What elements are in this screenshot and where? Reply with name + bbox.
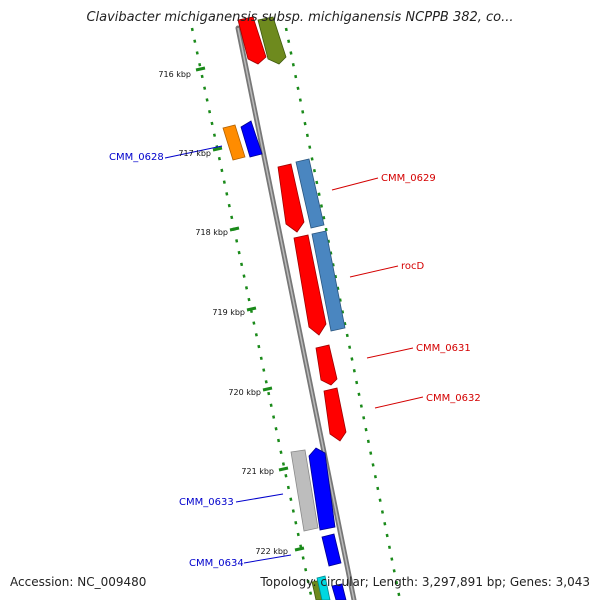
gene-arrow[interactable] xyxy=(295,158,325,229)
kbp-label: 718 kbp xyxy=(195,228,228,237)
gene-arrow[interactable] xyxy=(290,449,319,532)
gene-arrow[interactable] xyxy=(316,575,331,600)
kbp-label: 716 kbp xyxy=(158,70,191,79)
gene-label[interactable]: CMM_0634 xyxy=(189,558,244,569)
gene-features xyxy=(222,16,347,600)
gene-arrow[interactable] xyxy=(237,16,267,65)
gene-arrow[interactable] xyxy=(308,447,336,531)
gene-arrow[interactable] xyxy=(323,387,347,442)
gene-label[interactable]: CMM_0631 xyxy=(416,343,471,354)
gene-labels: CMM_0628 CMM_0629 rocD CMM_0631 CMM_0632… xyxy=(109,152,481,569)
kbp-label: 721 kbp xyxy=(241,467,274,476)
gene-label[interactable]: CMM_0628 xyxy=(109,152,164,163)
backbone xyxy=(235,25,357,600)
kbp-label: 717 kbp xyxy=(178,149,211,158)
inner-ruler xyxy=(190,27,314,600)
kbp-labels: 716 kbp 717 kbp 718 kbp 719 kbp 720 kbp … xyxy=(158,70,288,556)
accession-text: Accession: NC_009480 xyxy=(10,575,147,589)
gene-label[interactable]: CMM_0633 xyxy=(179,497,234,508)
map-title: Clavibacter michiganensis subsp. michiga… xyxy=(86,10,514,25)
outer-ruler xyxy=(284,27,402,600)
gene-arrow[interactable] xyxy=(331,583,347,600)
gene-arrow[interactable] xyxy=(293,234,327,336)
label-leaders xyxy=(164,145,424,564)
genome-summary-text: Topology: circular; Length: 3,297,891 bp… xyxy=(260,575,590,589)
gene-label[interactable]: CMM_0629 xyxy=(381,173,436,184)
gene-arrow[interactable] xyxy=(315,344,338,386)
gene-arrow[interactable] xyxy=(311,230,346,332)
gene-label[interactable]: CMM_0632 xyxy=(426,393,481,404)
gene-arrow[interactable] xyxy=(277,163,305,233)
kbp-label: 722 kbp xyxy=(255,547,288,556)
gene-arrow[interactable] xyxy=(321,533,342,567)
gene-arrow[interactable] xyxy=(257,16,287,65)
gene-label[interactable]: rocD xyxy=(401,261,425,272)
kbp-label: 719 kbp xyxy=(212,308,245,317)
gene-arrow[interactable] xyxy=(222,124,246,161)
kbp-label: 720 kbp xyxy=(228,388,261,397)
gene-arrow[interactable] xyxy=(240,120,263,158)
major-ticks xyxy=(195,66,305,552)
